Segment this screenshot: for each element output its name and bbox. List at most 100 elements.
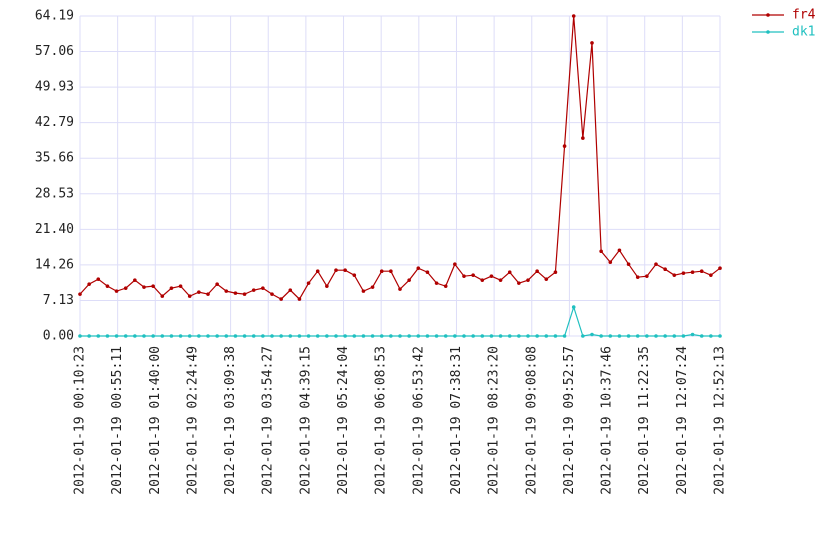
data-point <box>407 334 411 338</box>
y-tick-label: 28.53 <box>35 186 74 201</box>
data-point <box>471 273 475 277</box>
data-point <box>562 334 567 338</box>
data-point <box>197 290 201 294</box>
data-point <box>635 275 640 279</box>
series-line <box>80 305 720 337</box>
data-point <box>654 334 658 338</box>
series-line <box>79 15 721 301</box>
data-point <box>279 334 283 338</box>
data-point <box>78 292 82 296</box>
data-point <box>581 334 585 338</box>
data-point <box>151 334 155 338</box>
data-point <box>581 136 585 140</box>
data-point <box>389 269 393 273</box>
data-point <box>361 334 366 338</box>
data-point <box>617 248 622 253</box>
data-point <box>672 334 677 338</box>
data-point <box>526 334 530 338</box>
data-point <box>645 274 649 278</box>
data-point <box>288 288 293 292</box>
data-point <box>242 334 247 338</box>
data-point <box>123 286 128 290</box>
data-point <box>471 334 475 338</box>
x-tick-label: 2012-01-19 09:08:08 <box>524 346 539 495</box>
data-point <box>526 278 530 282</box>
data-point <box>270 292 274 296</box>
data-point <box>681 271 686 275</box>
data-point <box>105 334 110 338</box>
data-point <box>571 14 576 18</box>
data-point <box>379 269 384 273</box>
data-point <box>270 334 274 338</box>
data-point <box>233 334 238 338</box>
data-point <box>242 292 247 296</box>
x-tick-label: 2012-01-19 10:37:46 <box>600 346 615 495</box>
data-point <box>297 297 302 301</box>
data-point <box>370 334 375 338</box>
x-tick-label: 2012-01-19 00:10:23 <box>73 346 88 495</box>
data-point <box>334 334 338 338</box>
data-point <box>169 286 174 290</box>
data-point <box>407 278 411 282</box>
data-point <box>224 334 229 338</box>
data-point <box>352 334 357 338</box>
y-tick-label: 57.06 <box>35 44 74 59</box>
data-point <box>306 334 311 338</box>
data-point <box>142 334 146 338</box>
data-point <box>626 334 631 338</box>
data-point <box>123 334 128 338</box>
data-point <box>462 334 466 338</box>
data-point <box>361 289 366 293</box>
data-point <box>425 270 430 274</box>
y-tick-label: 42.79 <box>35 115 74 130</box>
data-point <box>453 334 457 338</box>
data-point <box>251 334 256 338</box>
data-point <box>699 334 704 338</box>
data-point <box>699 269 704 273</box>
data-point <box>416 266 421 271</box>
data-point <box>288 334 293 338</box>
x-tick-label: 2012-01-19 04:39:15 <box>298 346 313 495</box>
data-point <box>434 281 439 285</box>
data-point <box>233 291 238 295</box>
data-point <box>590 41 594 45</box>
data-point <box>535 269 539 273</box>
data-point <box>105 284 110 288</box>
data-point <box>571 305 576 309</box>
data-point <box>480 278 485 282</box>
data-point <box>151 284 155 288</box>
data-point <box>544 334 549 338</box>
data-point <box>187 294 192 298</box>
data-point <box>325 284 329 288</box>
x-tick-label: 2012-01-19 02:24:49 <box>185 346 200 495</box>
data-point <box>718 334 722 338</box>
data-point <box>544 277 549 281</box>
data-point <box>416 334 421 338</box>
data-point <box>306 281 311 285</box>
data-point <box>626 262 631 267</box>
data-point <box>462 274 466 278</box>
data-point <box>178 284 183 288</box>
x-tick-label: 2012-01-19 11:22:35 <box>637 346 652 495</box>
x-tick-label: 2012-01-19 03:54:27 <box>261 346 276 495</box>
data-point <box>663 334 667 338</box>
data-point <box>297 334 302 338</box>
data-point <box>133 334 137 338</box>
data-point <box>681 334 686 338</box>
data-point <box>398 334 402 338</box>
x-tick-label: 2012-01-19 03:09:38 <box>223 346 238 495</box>
data-point <box>553 270 558 274</box>
y-tick-label: 35.66 <box>35 151 74 166</box>
legend-swatch-dot <box>766 13 770 17</box>
data-point <box>87 334 91 338</box>
y-tick-label: 49.93 <box>35 80 74 95</box>
data-point <box>160 294 165 298</box>
data-point <box>608 334 613 338</box>
data-point <box>96 277 101 281</box>
data-point <box>635 334 640 338</box>
data-point <box>370 285 375 289</box>
data-point <box>160 334 165 338</box>
data-point <box>96 334 101 338</box>
